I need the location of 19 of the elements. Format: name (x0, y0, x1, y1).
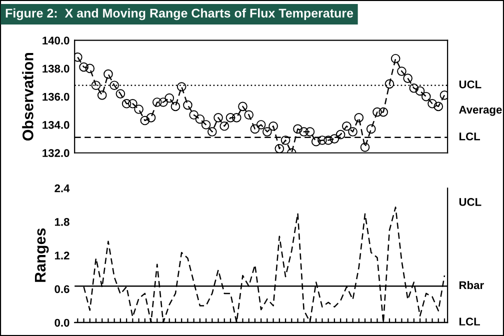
ref-line-label: Rbar (459, 280, 484, 290)
ref-line-label: UCL (459, 80, 482, 88)
y-tick-label: 0.6 (54, 285, 70, 294)
y-tick-label: 1.8 (54, 218, 70, 226)
ref-line-label: LCL (459, 318, 480, 326)
y-tick-label: 138.0 (42, 64, 70, 73)
y-tick-label: 1.2 (54, 252, 70, 260)
y-tick-label: 132.0 (42, 149, 70, 158)
chart-title: Figure 2: X and Moving Range Charts of Flux Temperature (6, 8, 354, 20)
y-tick-label: 140.0 (42, 36, 70, 44)
y-tick-label: 134.0 (42, 121, 70, 129)
y-axis-title: Ranges (34, 228, 49, 282)
y-tick-label: 0.0 (54, 318, 70, 327)
text: Average (459, 106, 502, 116)
ref-line-label: LCL (459, 132, 480, 140)
y-axis-title: Observation (22, 52, 34, 141)
text: UCL (459, 198, 482, 206)
y-tick-label: 136.0 (42, 92, 70, 101)
y-tick-label: 2.4 (54, 184, 70, 192)
